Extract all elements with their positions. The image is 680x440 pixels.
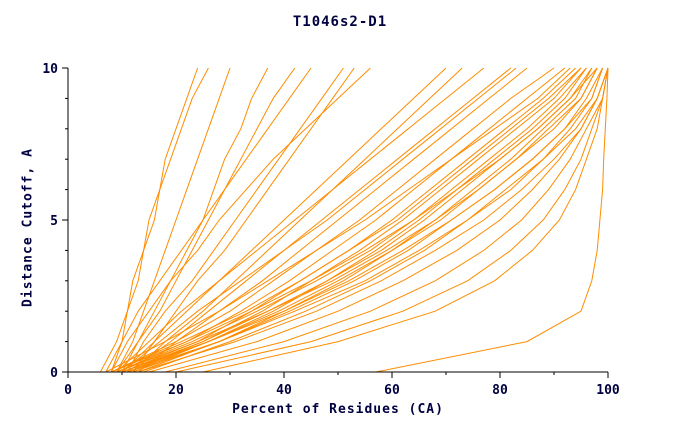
- model-curve: [111, 67, 598, 373]
- x-tick-label: 100: [596, 383, 620, 398]
- model-curve: [116, 67, 566, 373]
- model-curve: [375, 67, 609, 373]
- model-curve: [110, 67, 371, 373]
- x-tick-label: 40: [276, 383, 292, 398]
- model-curve: [105, 67, 312, 373]
- y-tick-label: 10: [42, 62, 58, 77]
- model-curve: [148, 67, 609, 373]
- model-curve: [127, 67, 582, 373]
- x-tick-label: 20: [168, 383, 184, 398]
- model-curve: [99, 67, 199, 373]
- model-curve: [126, 67, 344, 373]
- model-curve: [121, 67, 604, 373]
- model-curve: [116, 67, 598, 373]
- y-tick-label: 0: [50, 366, 58, 381]
- model-curve: [143, 67, 604, 373]
- model-curve: [111, 67, 582, 373]
- model-curve: [132, 67, 463, 373]
- x-tick-label: 80: [492, 383, 508, 398]
- x-tick-label: 60: [384, 383, 400, 398]
- model-curve: [132, 67, 587, 373]
- model-curve: [137, 67, 528, 373]
- model-curve: [116, 67, 485, 373]
- model-curve: [127, 67, 609, 373]
- model-curve: [165, 67, 609, 373]
- y-tick-label: 5: [50, 214, 58, 229]
- model-curve: [116, 67, 231, 373]
- model-curve: [127, 67, 512, 373]
- model-curve: [110, 67, 555, 373]
- chart-title: T1046s2-D1: [292, 14, 388, 30]
- model-curve: [121, 67, 576, 373]
- model-curve: [132, 67, 355, 373]
- model-curve: [110, 67, 209, 373]
- model-curve: [175, 67, 609, 373]
- x-tick-label: 0: [64, 383, 72, 398]
- x-axis-label: Percent of Residues (CA): [232, 402, 444, 417]
- model-curve: [202, 67, 609, 373]
- model-curve: [121, 67, 517, 373]
- model-curve: [127, 67, 598, 373]
- model-curve: [105, 67, 571, 373]
- model-curve: [116, 67, 296, 373]
- model-curve: [121, 67, 447, 373]
